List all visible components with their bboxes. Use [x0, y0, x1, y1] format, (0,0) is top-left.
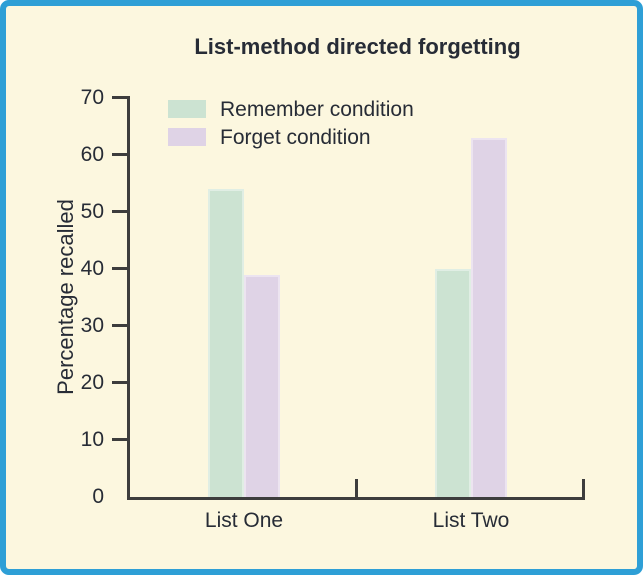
y-tick-label-30: 30: [80, 314, 104, 337]
legend-swatch-remember-condition: [168, 100, 206, 118]
bar-list-one-forget-condition: [244, 275, 280, 497]
y-axis-line: [127, 98, 130, 500]
y-tick-label-60: 60: [80, 143, 104, 166]
y-tick-label-0: 0: [92, 485, 104, 508]
legend-item-remember-condition: Remember condition: [168, 97, 414, 121]
bar-list-one-remember-condition: [208, 189, 244, 497]
legend-label-forget-condition: Forget condition: [220, 125, 371, 149]
y-tick-mark-30: [112, 324, 130, 327]
x-category-label-list-one: List One: [204, 509, 284, 532]
x-category-label-list-two: List Two: [432, 509, 510, 532]
y-tick-label-40: 40: [80, 257, 104, 280]
x-tick-mark-1: [355, 479, 358, 497]
y-tick-mark-10: [112, 438, 130, 441]
bar-list-two-remember-condition: [435, 269, 471, 497]
y-tick-mark-60: [112, 153, 130, 156]
chart-title: List-method directed forgetting: [194, 34, 521, 59]
y-tick-label-70: 70: [80, 86, 104, 109]
plot-area: Remember condition Forget condition 0 10 20…: [81, 87, 585, 531]
y-tick-mark-40: [112, 267, 130, 270]
y-tick-label-20: 20: [80, 371, 104, 394]
legend-label-remember-condition: Remember condition: [220, 97, 414, 121]
legend-swatch-forget-condition: [168, 128, 206, 146]
y-tick-label-10: 10: [80, 428, 104, 451]
y-tick-mark-70: [112, 96, 130, 99]
y-axis-title: Percentage recalled: [53, 199, 78, 395]
y-tick-mark-50: [112, 210, 130, 213]
y-tick-mark-20: [112, 381, 130, 384]
x-axis-line: [127, 497, 585, 500]
x-tick-mark-2: [582, 479, 585, 497]
legend: Remember condition Forget condition: [168, 97, 414, 149]
bar-list-two-forget-condition: [471, 138, 507, 497]
legend-item-forget-condition: Forget condition: [168, 125, 414, 149]
y-tick-label-50: 50: [80, 200, 104, 223]
